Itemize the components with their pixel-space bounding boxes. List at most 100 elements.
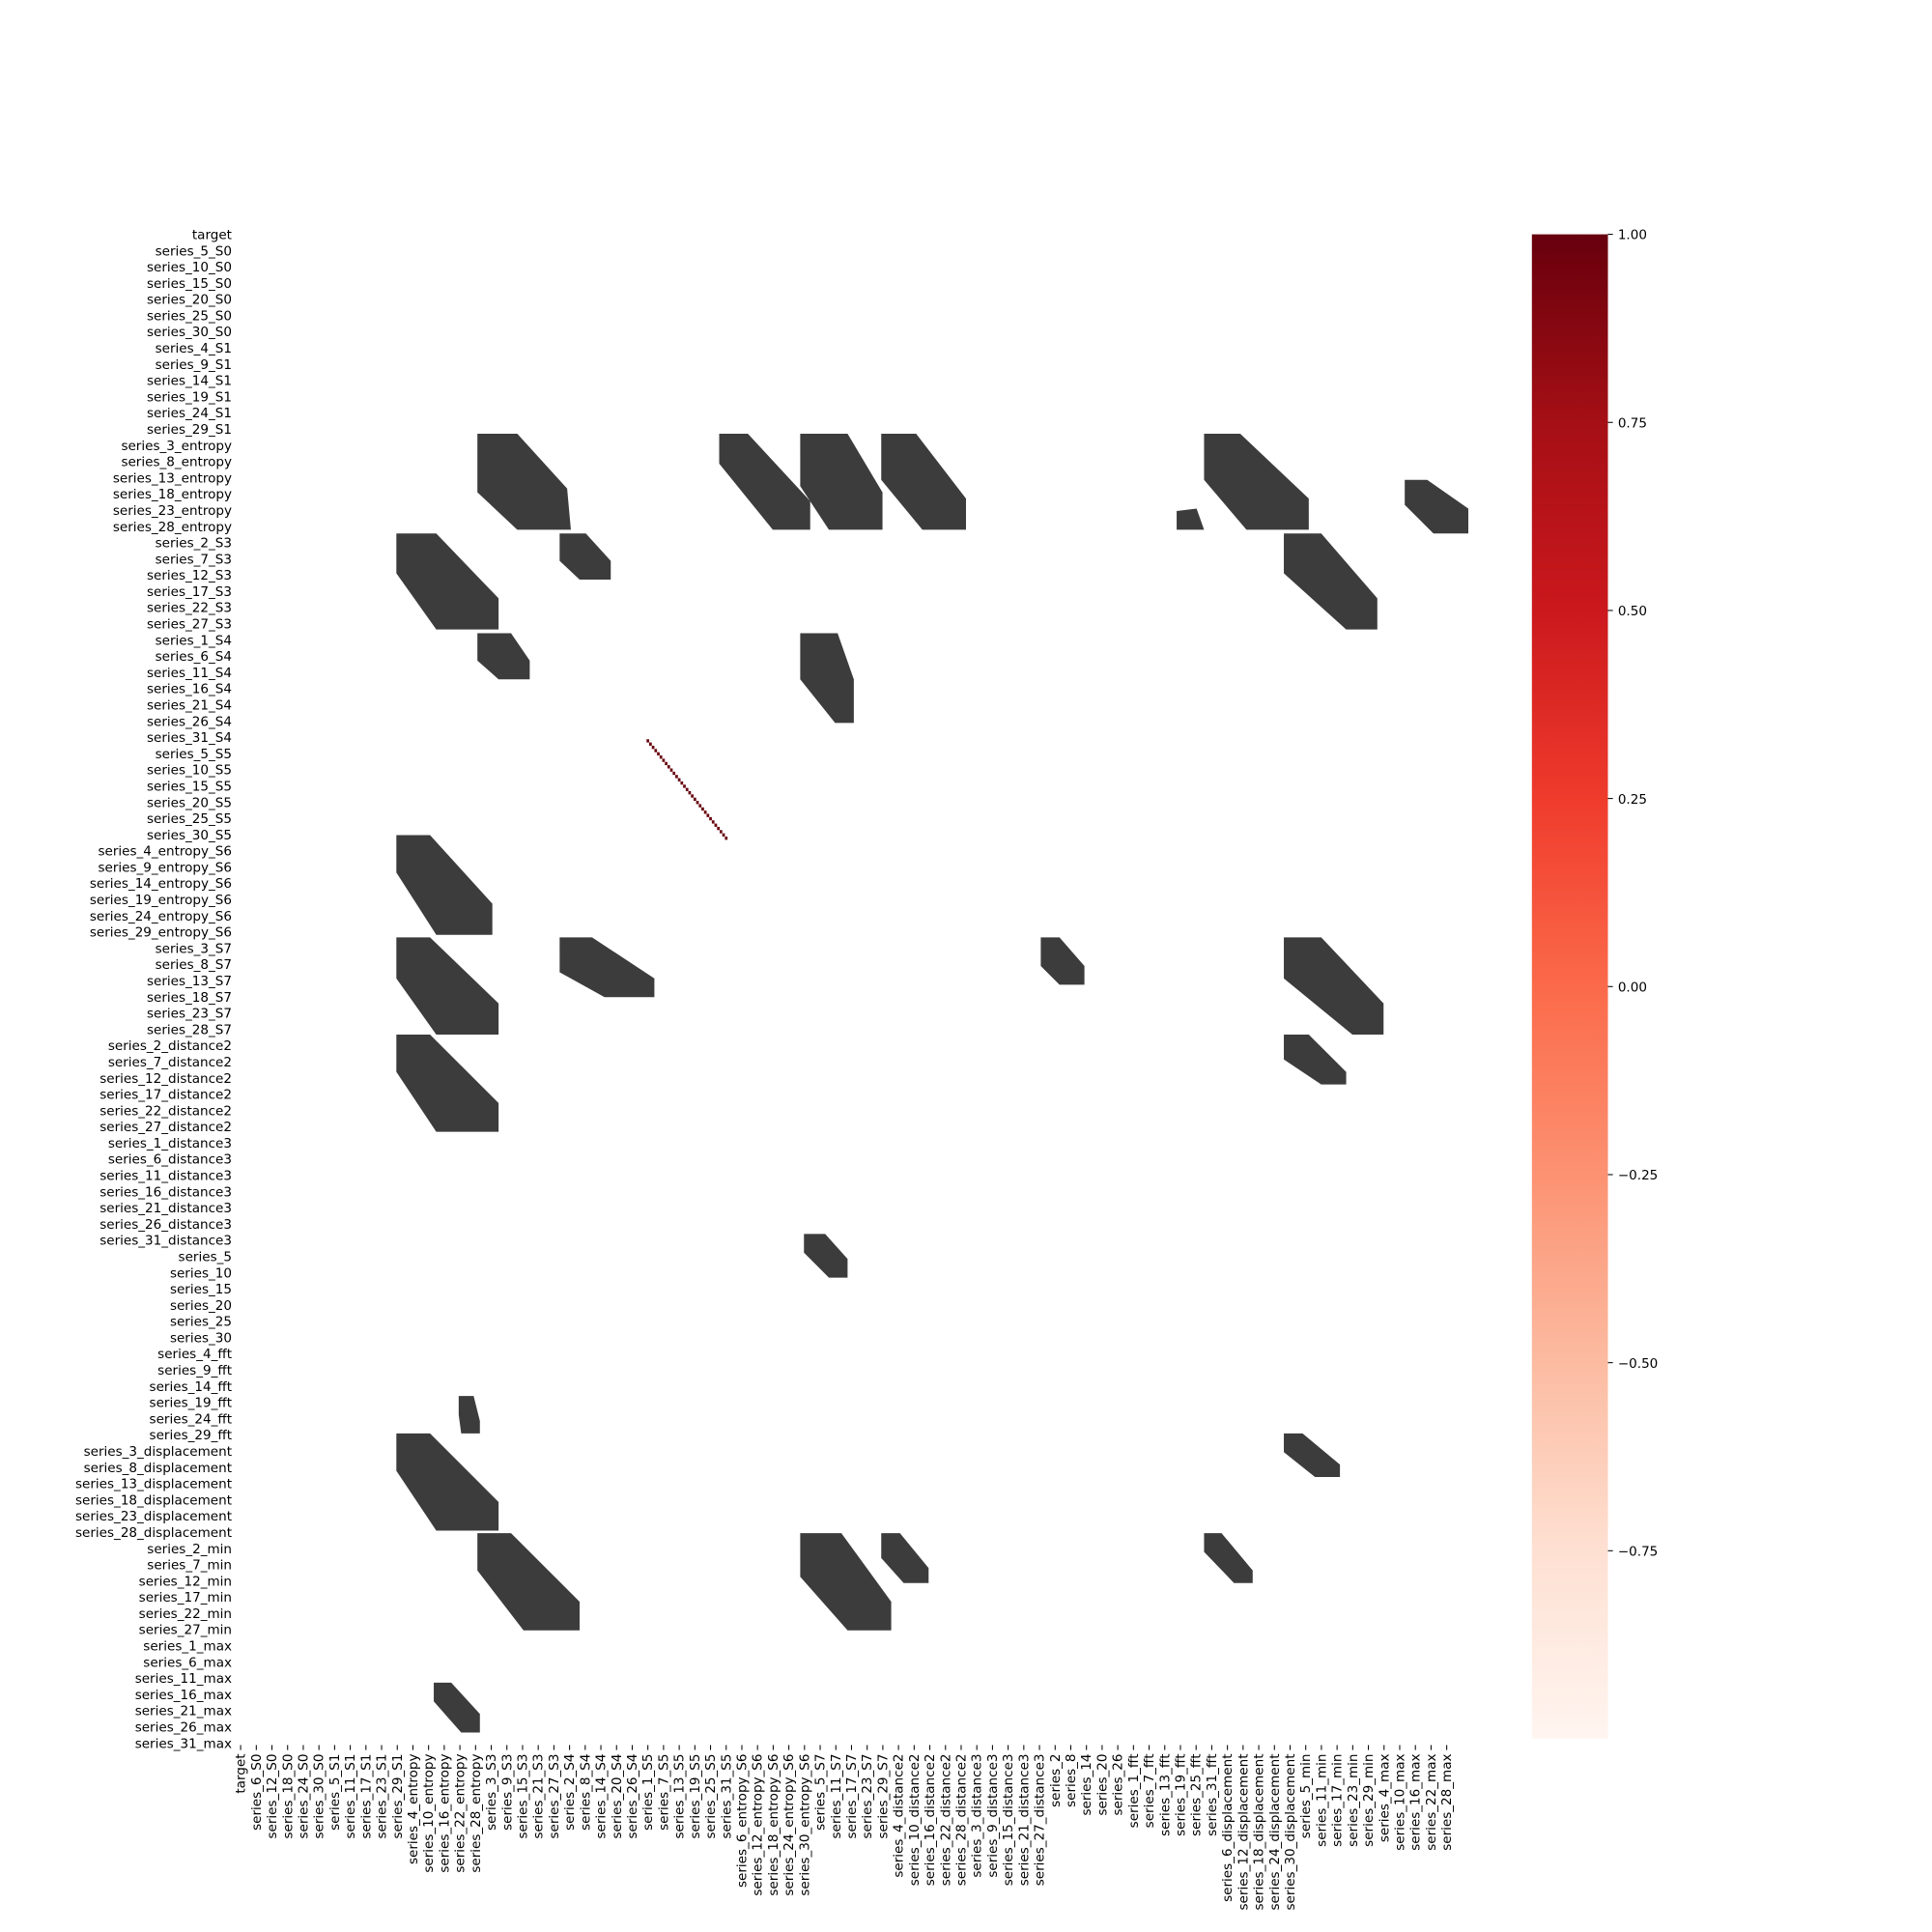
heatmap-cell xyxy=(665,761,668,766)
x-tick-label: series_7_fft xyxy=(1142,1753,1157,1828)
annotation-cluster xyxy=(434,1682,480,1733)
heatmap-cell xyxy=(677,778,681,781)
x-tick-label: series_17_min xyxy=(1330,1753,1346,1846)
y-tick-label: series_8_displacement xyxy=(84,1461,232,1476)
y-tick-label: series_1_S4 xyxy=(156,633,232,648)
annotation-cluster xyxy=(458,1396,480,1434)
y-tick-label: series_2_min xyxy=(147,1542,232,1557)
y-tick-label: series_18_entropy xyxy=(113,487,232,502)
x-tick-label: series_5_S1 xyxy=(327,1753,343,1830)
y-tick-label: series_25_S0 xyxy=(147,308,232,324)
heatmap-cell xyxy=(688,790,692,795)
heatmap-cell xyxy=(693,797,696,802)
x-tick-label: series_10_entropy xyxy=(421,1753,437,1872)
y-tick-label: series_31_distance3 xyxy=(99,1234,232,1249)
y-tick-label: series_30 xyxy=(170,1330,232,1346)
y-tick-label: series_21_max xyxy=(135,1704,232,1719)
heatmap-cell xyxy=(651,745,655,750)
y-tick-label: target xyxy=(192,227,232,242)
y-tick-label: series_31_S4 xyxy=(147,730,232,746)
heatmap-cell xyxy=(669,768,673,772)
y-tick-label: series_24_S1 xyxy=(147,406,232,421)
colorbar-tick-label: 0.00 xyxy=(1618,980,1647,995)
x-tick-label: series_2_S4 xyxy=(562,1753,578,1830)
x-tick-label: series_25_fft xyxy=(1189,1753,1205,1835)
annotation-cluster xyxy=(1284,533,1378,630)
y-tick-label: series_17_min xyxy=(139,1590,232,1605)
x-tick-label: series_23_S1 xyxy=(375,1753,390,1838)
heatmap-cell xyxy=(662,758,666,762)
y-tick-label: series_30_S5 xyxy=(147,828,232,843)
x-tick-label: series_20 xyxy=(1094,1753,1110,1815)
x-tick-label: series_11_min xyxy=(1314,1753,1329,1846)
annotation-cluster xyxy=(800,1533,892,1631)
y-tick-label: series_12_min xyxy=(139,1574,232,1589)
y-tick-label: series_21_distance3 xyxy=(99,1201,232,1216)
heatmap-cell xyxy=(646,739,650,743)
y-tick-label: series_29_S1 xyxy=(147,422,232,438)
heatmap-cell xyxy=(667,765,670,769)
heatmap-cells xyxy=(646,739,728,840)
y-tick-label: series_6_S4 xyxy=(156,649,232,665)
y-tick-label: series_23_displacement xyxy=(75,1509,232,1524)
y-tick-label: series_8_entropy xyxy=(121,455,232,470)
y-tick-label: series_3_S7 xyxy=(156,941,232,956)
x-tick-label: series_24_entropy_S6 xyxy=(781,1753,797,1895)
x-tick-label: series_4_entropy xyxy=(406,1753,421,1864)
colorbar-tick-label: −0.50 xyxy=(1618,1356,1658,1372)
y-tick-label: series_25_S5 xyxy=(147,811,232,827)
y-tick-label: series_23_entropy xyxy=(113,503,232,519)
x-tick-label: series_31_fft xyxy=(1205,1753,1220,1835)
annotation-cluster xyxy=(804,1234,848,1278)
y-tick-label: series_16_distance3 xyxy=(99,1184,232,1200)
x-tick-label: series_29_S7 xyxy=(875,1753,891,1838)
y-tick-label: series_12_distance2 xyxy=(99,1071,232,1087)
annotation-cluster xyxy=(881,434,966,530)
y-tick-label: series_4_S1 xyxy=(156,341,232,356)
annotation-cluster xyxy=(1204,434,1309,530)
x-tick-label: series_13_fft xyxy=(1157,1753,1173,1835)
x-tick-label: series_18_displacement xyxy=(1252,1753,1267,1910)
x-tick-label: series_31_S5 xyxy=(719,1753,734,1838)
y-tick-label: series_6_distance3 xyxy=(108,1152,232,1168)
x-tick-label: series_22_max xyxy=(1424,1753,1439,1850)
x-tick-label: series_22_entropy xyxy=(453,1753,469,1872)
annotation-cluster xyxy=(881,1533,929,1583)
annotation-cluster xyxy=(477,434,571,530)
annotation-cluster xyxy=(1284,937,1384,1035)
y-tick-label: series_17_S3 xyxy=(147,584,232,600)
y-tick-label: series_10_S0 xyxy=(147,260,232,275)
x-tick-label: series_16_distance2 xyxy=(923,1753,938,1886)
annotation-cluster xyxy=(396,533,499,630)
heatmap-cell xyxy=(691,794,694,798)
y-tick-label: series_20_S0 xyxy=(147,293,232,308)
x-tick-label: series_7_S5 xyxy=(656,1753,671,1830)
x-tick-label: series_12_entropy_S6 xyxy=(751,1753,766,1895)
annotation-cluster xyxy=(559,937,655,998)
annotation-cluster xyxy=(1284,1034,1347,1085)
colorbar-tick-label: −0.25 xyxy=(1618,1168,1658,1183)
annotation-cluster xyxy=(477,633,530,680)
annotation-cluster xyxy=(719,434,810,530)
y-tick-label: series_29_entropy_S6 xyxy=(90,925,232,941)
y-tick-label: series_7_distance2 xyxy=(108,1055,232,1070)
y-tick-label: series_24_entropy_S6 xyxy=(90,909,232,924)
y-tick-label: series_5 xyxy=(179,1249,232,1264)
y-tick-label: series_26_distance3 xyxy=(99,1217,232,1233)
x-tick-label: series_27_S3 xyxy=(547,1753,562,1838)
x-tick-label: series_21_S3 xyxy=(531,1753,547,1838)
y-tick-label: series_4_entropy_S6 xyxy=(98,844,232,860)
x-tick-label: series_5_min xyxy=(1298,1753,1314,1838)
y-tick-label: series_11_S4 xyxy=(147,666,232,681)
y-tick-label: series_16_S4 xyxy=(147,682,232,697)
y-tick-label: series_13_entropy xyxy=(113,470,232,486)
y-tick-label: series_16_max xyxy=(135,1688,232,1703)
y-tick-label: series_13_displacement xyxy=(75,1477,232,1492)
heatmap-cell xyxy=(696,801,699,805)
y-tick-label: series_31_max xyxy=(135,1736,232,1751)
x-tick-label: series_13_S5 xyxy=(672,1753,688,1838)
heatmap-cell xyxy=(719,830,723,834)
y-tick-label: series_18_S7 xyxy=(147,990,232,1006)
heatmap-cell xyxy=(683,784,686,788)
